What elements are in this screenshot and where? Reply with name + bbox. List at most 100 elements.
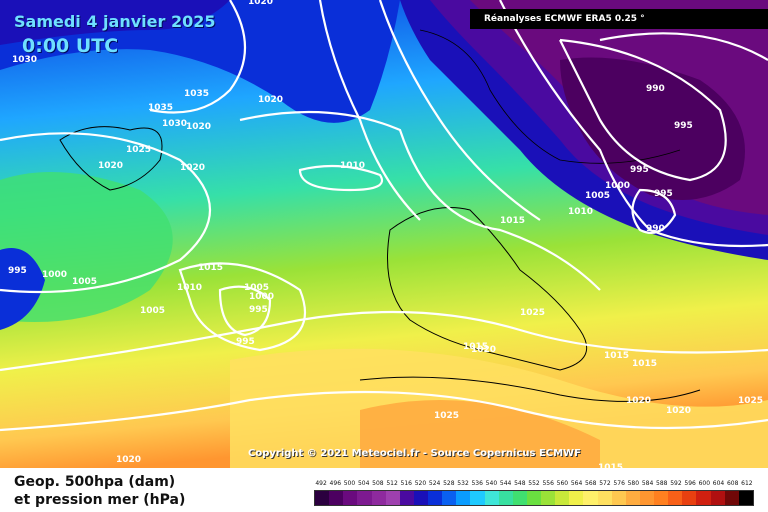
legend-tick: 528	[443, 480, 455, 487]
atlantic-low	[0, 248, 45, 330]
pressure-label: 1035	[148, 103, 173, 113]
legend-swatch	[428, 491, 443, 505]
pressure-label: 1015	[463, 342, 488, 352]
legend-tick: 492	[315, 480, 327, 487]
pressure-label: 1000	[605, 181, 630, 191]
pressure-label: 1035	[184, 89, 209, 99]
africa-coast	[359, 376, 701, 402]
pressure-label: 995	[630, 165, 649, 175]
pressure-label: 1015	[632, 359, 657, 369]
pressure-label: 1020	[186, 122, 211, 132]
pressure-label: 1020	[180, 163, 205, 173]
legend-swatch	[442, 491, 457, 505]
legend-tick: 500	[343, 480, 356, 487]
legend-swatch	[555, 491, 570, 505]
legend-ticks: 492 496 500 504 508 512 516 520 524 528 532 536 540 5…	[314, 480, 754, 490]
map-time: 0:00 UTC	[22, 35, 119, 57]
legend-swatch	[413, 491, 428, 505]
europe-coast	[387, 207, 588, 371]
legend-swatch	[371, 491, 386, 505]
pressure-label: 995	[236, 337, 255, 347]
pressure-label: 1025	[520, 308, 545, 318]
legend-tick: 552	[528, 480, 540, 487]
legend-swatch	[399, 491, 414, 505]
legend-tick: 556	[542, 480, 554, 487]
pressure-label: 1015	[598, 463, 623, 468]
legend-tick: 596	[684, 480, 696, 487]
pressure-label: 1015	[198, 263, 223, 273]
legend-title-line2: et pression mer (hPa)	[14, 492, 186, 508]
legend-tick: 532	[457, 480, 469, 487]
legend-tick: 508	[372, 480, 384, 487]
isobars	[0, 0, 768, 430]
legend-tick: 524	[428, 480, 441, 487]
legend-tick: 544	[499, 480, 512, 487]
legend-tick: 572	[599, 480, 611, 487]
legend-swatch	[696, 491, 711, 505]
legend-tick: 548	[514, 480, 526, 487]
legend-swatch	[625, 491, 640, 505]
legend-swatch	[385, 491, 400, 505]
legend-tick: 564	[570, 480, 583, 487]
pressure-label: 1005	[140, 306, 165, 316]
scandinavia-coast	[419, 29, 681, 164]
pressure-label: 1020	[258, 95, 283, 105]
pressure-label: 995	[249, 305, 268, 315]
copyright-prefix: Copyright	[248, 448, 304, 459]
pressure-label: 1030	[162, 119, 187, 129]
legend-tick: 604	[712, 480, 725, 487]
legend-swatch	[654, 491, 669, 505]
subtropical-ridge	[360, 400, 600, 468]
legend-tick: 600	[698, 480, 711, 487]
pressure-label: 1020	[116, 455, 141, 465]
pressure-label: 1000	[249, 292, 274, 302]
pressure-label: 1025	[126, 145, 151, 155]
legend-tick: 536	[471, 480, 483, 487]
legend-tick: 568	[585, 480, 597, 487]
pressure-label: 1015	[604, 351, 629, 361]
legend-swatch	[470, 491, 485, 505]
legend-swatch	[541, 491, 556, 505]
pressure-label: 1010	[177, 283, 202, 293]
legend-tick: 504	[357, 480, 370, 487]
pressure-label: 995	[654, 189, 673, 199]
pressure-labels: 1030 1020 1035 1035 1030 1020 1025 1020 …	[8, 0, 763, 468]
copyright-text: © 2021 Meteociel.fr - Source Copernicus …	[306, 448, 581, 459]
legend-swatch	[569, 491, 584, 505]
legend-swatches	[314, 490, 754, 506]
map-canvas: 1030 1020 1035 1035 1030 1020 1025 1020 …	[0, 0, 768, 468]
pressure-label: 995	[674, 121, 693, 131]
legend-swatch	[343, 491, 358, 505]
map-date: Samedi 4 janvier 2025	[14, 12, 216, 31]
legend-tick: 520	[414, 480, 427, 487]
pressure-label: 1030	[12, 55, 37, 65]
legend-tick: 608	[726, 480, 739, 487]
legend-swatch	[329, 491, 344, 505]
pressure-label: 1010	[568, 207, 593, 217]
legend-tick: 584	[641, 480, 654, 487]
legend-swatch	[498, 491, 513, 505]
pressure-label: 1020	[626, 396, 651, 406]
legend-swatch	[583, 491, 598, 505]
legend-swatch	[668, 491, 683, 505]
weather-map: 1030 1020 1035 1035 1030 1020 1025 1020 …	[0, 0, 768, 468]
pressure-label: 1020	[666, 406, 691, 416]
legend-swatch	[597, 491, 612, 505]
legend-swatch	[710, 491, 725, 505]
pressure-label: 1010	[340, 161, 365, 171]
pressure-label: 995	[8, 266, 27, 276]
legend-swatch	[682, 491, 697, 505]
legend-swatch	[357, 491, 372, 505]
pressure-label: 1000	[42, 270, 67, 280]
pressure-label: 1015	[500, 216, 525, 226]
pressure-label: 1025	[738, 396, 763, 406]
legend-tick: 516	[400, 480, 412, 487]
legend-tick: 592	[670, 480, 682, 487]
pressure-label: 1025	[434, 411, 459, 421]
legend-swatch	[512, 491, 527, 505]
copyright-notice: Copyright © 2021 Meteociel.fr - Source C…	[248, 448, 581, 459]
pressure-label: 1020	[248, 0, 273, 7]
legend-tick: 560	[556, 480, 569, 487]
legend-tick: 540	[485, 480, 498, 487]
